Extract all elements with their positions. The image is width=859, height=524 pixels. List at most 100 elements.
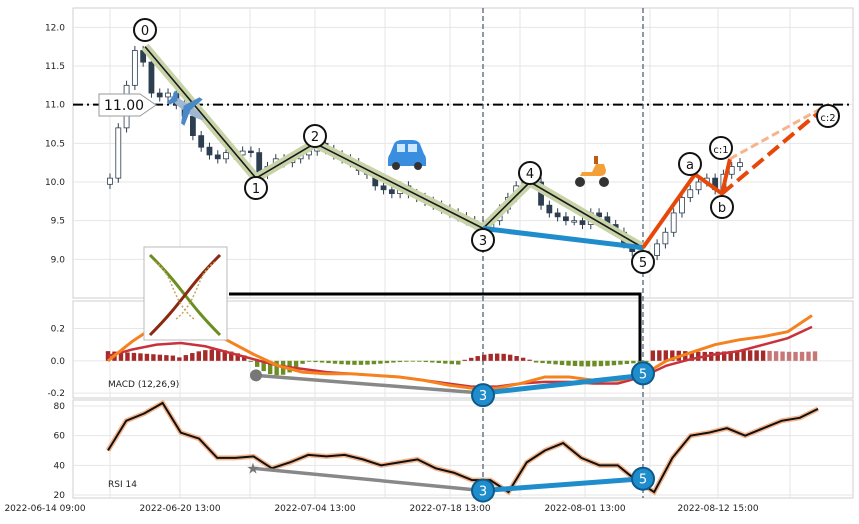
macd-histogram-bar xyxy=(358,360,364,365)
x-tick-label: 2022-08-01 13:00 xyxy=(544,504,625,514)
x-tick-label: 2022-06-14 09:00 xyxy=(4,504,85,514)
rsi-pivot-star: ★ xyxy=(246,459,259,477)
macd-histogram-bar xyxy=(118,352,124,361)
wave-marker-circle xyxy=(133,18,157,42)
macd-histogram-bar xyxy=(371,360,377,365)
rsi-tick-label: 60 xyxy=(54,432,66,442)
macd-histogram-bar xyxy=(747,350,753,361)
price-tick-label: 9.5 xyxy=(51,217,65,227)
macd-histogram-bar xyxy=(696,351,701,361)
wave-point-2: 2 xyxy=(303,124,327,148)
macd-histogram-bar xyxy=(144,353,150,361)
wave-marker-circle xyxy=(816,104,840,128)
wave-marker-circle xyxy=(678,152,702,176)
macd-divergence-down-line xyxy=(255,373,484,395)
candle xyxy=(206,146,213,156)
macd-histogram-bar xyxy=(242,355,247,361)
rsi-series: ★ xyxy=(105,399,820,496)
macd-histogram-bar xyxy=(546,360,552,364)
rsi-divergence-down-line xyxy=(252,466,484,493)
corrective-point-a: a xyxy=(678,152,702,176)
macd-histogram-bar xyxy=(786,351,792,361)
macd-histogram-bar xyxy=(637,360,643,363)
candle xyxy=(654,243,661,256)
car-icon xyxy=(388,140,426,170)
corrective-point-b: b xyxy=(710,195,734,219)
wave-marker-circle xyxy=(244,176,268,200)
macd-histogram-bar xyxy=(248,360,253,362)
candle xyxy=(189,115,196,137)
macd-histogram-bar xyxy=(222,350,227,361)
wave-marker-label: 3 xyxy=(479,389,487,404)
macd-histogram-bar xyxy=(650,350,656,361)
wave-marker-circle xyxy=(710,195,734,219)
candle xyxy=(579,220,586,225)
macd-histogram-bar xyxy=(799,351,805,361)
macd-histogram-bar xyxy=(339,360,344,365)
candle xyxy=(388,189,395,195)
macd-histogram-bar xyxy=(469,357,474,361)
macd-histogram-bar xyxy=(754,350,759,361)
macd-histogram-bar xyxy=(462,359,467,361)
macd-histogram-bar xyxy=(449,360,454,365)
macd-histogram-bar xyxy=(378,360,383,364)
macd-histogram-bar xyxy=(494,353,500,361)
macd-histogram-bar xyxy=(216,349,221,361)
macd-histogram-bar xyxy=(157,354,163,361)
macd-histogram-bar xyxy=(741,350,746,361)
macd-histogram-bar xyxy=(261,360,266,372)
wave-marker-circle xyxy=(709,136,733,160)
macd-divergence-up-line xyxy=(482,372,644,396)
wave-marker-label: 5 xyxy=(639,367,647,382)
macd-histogram-bar xyxy=(254,360,260,367)
candle xyxy=(223,152,229,160)
macd-histogram-bar xyxy=(482,354,487,361)
macd-histogram-bar xyxy=(540,360,545,364)
candle xyxy=(695,181,702,191)
macd-histogram-bar xyxy=(326,360,331,364)
macd-histogram-bar xyxy=(164,355,169,361)
macd-histogram-bar xyxy=(670,350,675,361)
wave-marker-circle xyxy=(631,466,655,491)
macd-histogram-bar xyxy=(423,360,429,363)
macd-histogram-bar xyxy=(572,360,578,367)
rsi-label: RSI 14 xyxy=(108,480,137,490)
wave-marker-label: 3 xyxy=(479,234,487,249)
wave-marker-label: 0 xyxy=(141,24,149,39)
price-tick-label: 9.0 xyxy=(51,255,66,265)
macd-histogram-bar xyxy=(624,360,630,364)
macd-histogram-bar xyxy=(598,360,604,367)
macd-histogram-bar xyxy=(728,351,733,361)
wave-marker-circle xyxy=(471,383,495,408)
macd-histogram-bar xyxy=(456,360,461,365)
wave-marker-label: c:2 xyxy=(820,113,835,124)
macd-histogram-bar xyxy=(488,353,493,361)
macd-histogram-bar xyxy=(177,357,182,361)
rsi-divergence-label-5: 5 xyxy=(631,466,655,491)
macd-histogram-bar xyxy=(618,360,623,365)
wave-point-5: 5 xyxy=(631,250,655,274)
macd-histogram-bar xyxy=(391,360,396,363)
macd-histogram-bar xyxy=(520,357,526,361)
macd-histogram-bar xyxy=(715,351,720,361)
macd-histogram-bar xyxy=(183,355,189,361)
wave-marker-circle xyxy=(631,250,655,274)
macd-histogram-bar xyxy=(404,360,409,362)
macd-histogram-bar xyxy=(384,360,390,364)
rsi-divergence-label-3: 3 xyxy=(471,478,495,503)
macd-histogram-bar xyxy=(734,350,740,361)
macd-histogram-bar xyxy=(345,360,351,365)
macd-tick-label: -0.2 xyxy=(47,389,65,399)
candle xyxy=(248,150,254,154)
candle xyxy=(596,212,602,218)
macd-histogram-bar xyxy=(365,360,370,365)
macd-histogram-bar xyxy=(553,360,558,365)
macd-histogram-bar xyxy=(125,352,130,361)
candle xyxy=(571,220,578,223)
price-tick-label: 11.5 xyxy=(45,62,65,72)
macd-histogram-bar xyxy=(592,360,597,367)
wave-lines xyxy=(141,43,830,370)
macd-histogram-bar xyxy=(170,355,176,361)
